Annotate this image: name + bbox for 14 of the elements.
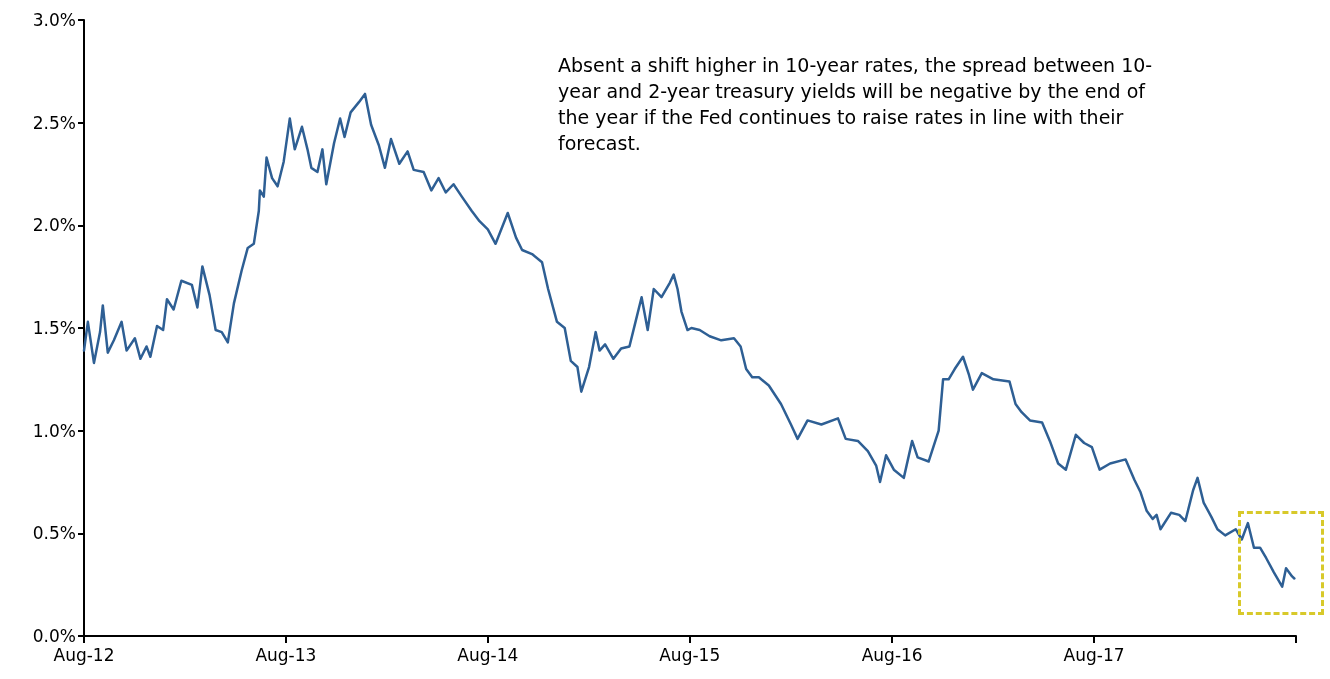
x-tick-label: Aug-17 <box>1063 644 1125 665</box>
y-tick-label: 1.0% <box>32 420 76 441</box>
x-tick-label: Aug-16 <box>861 644 923 665</box>
x-tick-label: Aug-13 <box>255 644 317 665</box>
y-tick-label: 3.0% <box>32 10 76 30</box>
x-tick-label: Aug-14 <box>457 644 519 665</box>
x-tick-label: Aug-15 <box>659 644 721 665</box>
y-tick-label: 0.5% <box>32 523 76 544</box>
annotation: Absent a shift higher in 10-year rates, the spread between 10-year and 2-year treasury yields will be negative by the end of the year if the Fed continues to raise rates in line with their forecast. <box>558 53 1154 156</box>
x-tick-label: Aug-12 <box>53 644 115 665</box>
y-tick-label: 2.5% <box>32 112 76 133</box>
y-tick-label: 2.0% <box>32 215 76 236</box>
y-tick-label: 1.5% <box>32 318 76 338</box>
y-tick-label: 0.0% <box>32 626 76 646</box>
